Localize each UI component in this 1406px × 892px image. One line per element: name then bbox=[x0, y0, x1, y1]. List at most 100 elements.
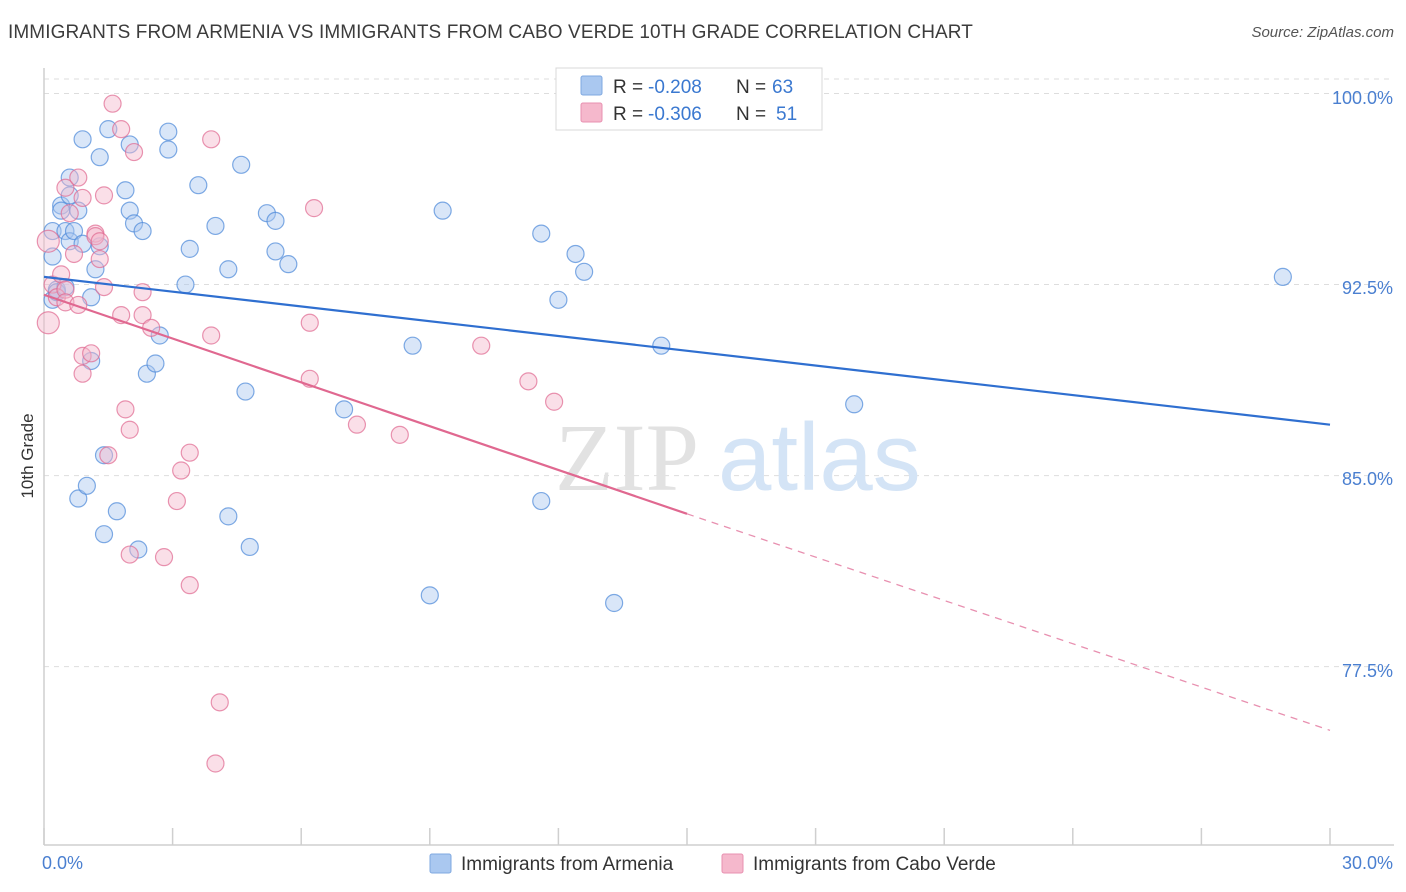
cabo-verde-point bbox=[103, 94, 122, 113]
watermark-atlas: atlas bbox=[718, 404, 921, 511]
series-legend-swatch-cabo-verde bbox=[721, 853, 744, 874]
cabo-verde-point bbox=[133, 283, 152, 302]
cabo-verde-point bbox=[120, 545, 139, 564]
armenia-point bbox=[549, 290, 568, 309]
cabo-verde-point bbox=[112, 120, 131, 139]
cabo-verde-point bbox=[124, 142, 144, 162]
armenia-point bbox=[133, 221, 152, 241]
armenia-point bbox=[189, 176, 208, 195]
y-tick-label-92-5: 92.5% bbox=[1342, 278, 1393, 298]
cabo-verde-point bbox=[206, 754, 225, 773]
cabo-verde-point bbox=[90, 249, 109, 269]
cabo-verde-point bbox=[73, 364, 92, 383]
cabo-verde-point bbox=[519, 372, 538, 391]
armenia-point bbox=[219, 260, 238, 279]
armenia-point bbox=[159, 140, 178, 159]
cabo-verde-trend-line-extrapolated bbox=[686, 513, 1331, 731]
y-tick-label-100: 100.0% bbox=[1332, 88, 1393, 108]
armenia-point bbox=[232, 155, 251, 174]
legend-r-value-cabo-verde: -0.306 bbox=[648, 104, 702, 125]
cabo-verde-point bbox=[300, 313, 319, 332]
armenia-point bbox=[652, 336, 671, 355]
armenia-point bbox=[129, 540, 148, 559]
cabo-verde-point bbox=[60, 204, 79, 223]
armenia-point bbox=[176, 275, 195, 294]
armenia-point bbox=[99, 120, 118, 139]
armenia-point bbox=[575, 262, 594, 281]
cabo-verde-point bbox=[172, 461, 191, 480]
armenia-point bbox=[107, 502, 126, 521]
legend-r-value-armenia: -0.208 bbox=[648, 77, 702, 98]
cabo-verde-point bbox=[116, 400, 135, 419]
cabo-verde-point bbox=[94, 277, 114, 297]
cabo-verde-point bbox=[545, 392, 564, 411]
cabo-verde-point bbox=[56, 178, 75, 197]
armenia-point bbox=[69, 489, 88, 508]
cabo-verde-point bbox=[180, 576, 199, 595]
armenia-point bbox=[116, 181, 135, 200]
cabo-verde-point bbox=[154, 548, 174, 567]
cabo-verde-trend-line bbox=[43, 293, 688, 515]
armenia-point bbox=[82, 351, 101, 371]
armenia-point bbox=[94, 446, 114, 465]
cabo-verde-point bbox=[472, 336, 491, 355]
cabo-verde-point bbox=[210, 693, 229, 712]
legend-swatch-armenia bbox=[580, 75, 603, 96]
y-tick-label-85: 85.0% bbox=[1342, 469, 1393, 489]
watermark-zip: ZIP bbox=[555, 404, 699, 511]
armenia-point bbox=[240, 537, 259, 557]
cabo-verde-point bbox=[99, 446, 118, 465]
series-legend: Immigrants from Armenia Immigrants from … bbox=[429, 853, 996, 875]
armenia-trend-line bbox=[43, 275, 1331, 426]
series-legend-swatch-armenia bbox=[429, 853, 452, 874]
stats-legend: R = -0.208 N = 63 R = -0.306 N = 51 bbox=[555, 67, 823, 131]
regression-layer bbox=[43, 275, 1331, 731]
armenia-point bbox=[532, 491, 551, 511]
series-legend-label-armenia: Immigrants from Armenia bbox=[461, 854, 674, 875]
armenia-point bbox=[334, 400, 354, 419]
legend-n-value-armenia: 63 bbox=[772, 77, 793, 98]
cabo-verde-point bbox=[82, 344, 101, 363]
y-axis-label: 10th Grade bbox=[18, 413, 37, 498]
armenia-point bbox=[420, 586, 439, 605]
armenia-point bbox=[403, 336, 422, 355]
armenia-point bbox=[1273, 267, 1292, 286]
cabo-verde-point bbox=[167, 491, 186, 511]
cabo-verde-point bbox=[69, 168, 88, 187]
armenia-point bbox=[266, 211, 285, 230]
armenia-point bbox=[845, 395, 864, 414]
legend-swatch-cabo-verde bbox=[580, 102, 603, 123]
armenia-point bbox=[219, 507, 238, 526]
cabo-verde-point bbox=[73, 188, 92, 208]
cabo-verde-point bbox=[64, 244, 84, 264]
x-ticks bbox=[43, 828, 1331, 845]
armenia-point bbox=[433, 201, 452, 220]
x-tick-label-0: 0.0% bbox=[42, 853, 83, 873]
cabo-verde-point bbox=[94, 186, 114, 205]
armenia-point bbox=[94, 525, 114, 544]
armenia-point bbox=[64, 221, 84, 241]
armenia-point bbox=[236, 382, 255, 401]
cabo-verde-point bbox=[390, 425, 409, 444]
cabo-verde-point bbox=[90, 232, 109, 251]
cabo-verde-point bbox=[304, 199, 324, 218]
cabo-verde-point bbox=[120, 420, 139, 439]
cabo-verde-point bbox=[202, 130, 221, 149]
armenia-point bbox=[605, 593, 624, 613]
armenia-point bbox=[159, 122, 178, 141]
points-layer bbox=[36, 94, 1292, 773]
armenia-point bbox=[73, 130, 92, 149]
legend-r-label-armenia: R = bbox=[613, 77, 643, 98]
armenia-point bbox=[180, 239, 199, 258]
y-tick-label-77-5: 77.5% bbox=[1342, 661, 1393, 681]
legend-n-label-armenia: N = bbox=[736, 77, 766, 98]
cabo-verde-point bbox=[347, 415, 367, 434]
cabo-verde-point bbox=[36, 229, 60, 253]
armenia-point bbox=[279, 255, 298, 274]
legend-n-label-cabo-verde: N = bbox=[736, 104, 766, 125]
cabo-verde-point bbox=[202, 326, 221, 345]
source-label: Source: ZipAtlas.com bbox=[1251, 24, 1394, 41]
legend-r-label-cabo-verde: R = bbox=[613, 104, 643, 125]
armenia-point bbox=[90, 148, 109, 167]
axis-layer bbox=[43, 68, 1394, 846]
